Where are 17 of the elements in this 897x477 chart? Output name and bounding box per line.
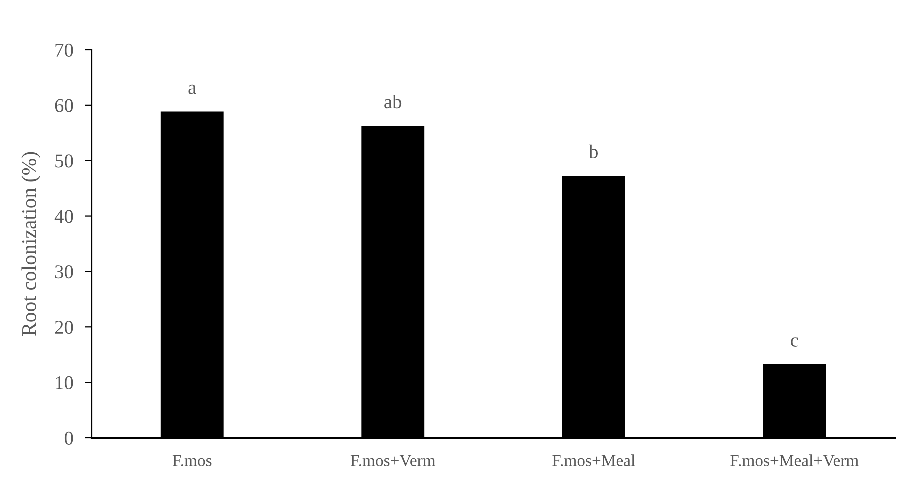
y-tick-label: 0 [64,432,74,445]
y-tick-label: 20 [55,320,74,334]
annotation: b [589,144,598,159]
y-tick-label: 60 [55,99,74,112]
y-tick-label: 70 [56,44,74,57]
annotation: a [188,84,196,94]
x-tick-label: F.mos+Verm [350,455,436,466]
y-tick-label: 10 [56,376,74,390]
y-tick-label: 50 [56,154,74,168]
x-tick-label: F.mos+Meal+Verm [730,454,859,466]
annotation: ab [384,94,402,109]
y-tick-label: 30 [55,266,74,279]
x-tick-label: F.mos [172,455,212,466]
y-axis-title: Root colonization (%) [22,152,41,336]
annotation: c [791,338,798,347]
y-tick-label: 40 [54,210,74,224]
x-tick-label: F.mos+Meal [552,454,636,466]
